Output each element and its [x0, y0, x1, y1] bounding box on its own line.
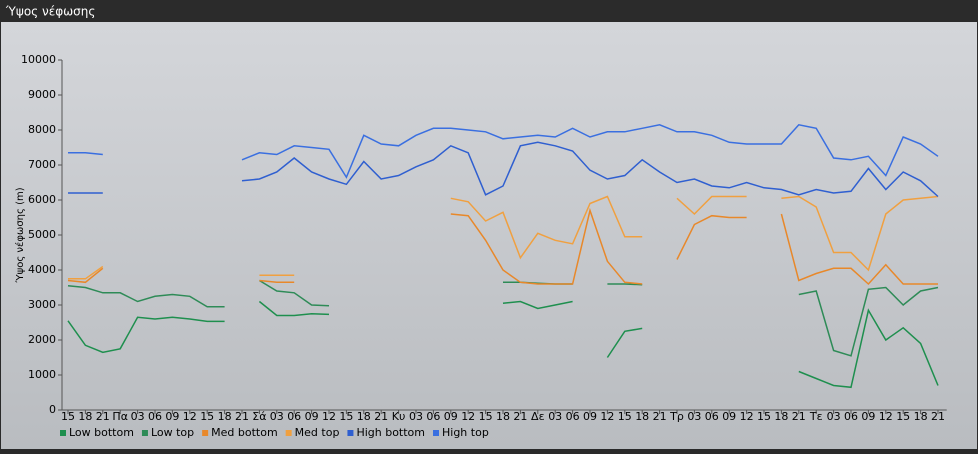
x-tick-label: 15 [61, 410, 75, 423]
x-tick-label: Τε [809, 410, 823, 423]
x-tick-label: 12 [461, 410, 475, 423]
x-tick-label: 21 [653, 410, 667, 423]
series-line [68, 141, 939, 198]
y-tick-label: 7000 [28, 158, 56, 171]
x-tick-label: 18 [914, 410, 928, 423]
x-tick-label: 06 [844, 410, 858, 423]
x-tick-label: 03 [409, 410, 423, 423]
x-tick-label: 18 [635, 410, 649, 423]
series-line [68, 195, 939, 280]
legend-swatch [60, 430, 66, 436]
x-tick-label: Κυ [392, 410, 406, 423]
x-tick-label: 06 [705, 410, 719, 423]
y-tick-label: 3000 [28, 298, 56, 311]
x-tick-label: Πα [112, 410, 128, 423]
x-tick-label: Δε [531, 410, 545, 423]
y-tick-label: 4000 [28, 263, 56, 276]
x-tick-label: 18 [357, 410, 371, 423]
legend: Low bottom Low top Med bottom Med top High b… [60, 426, 489, 439]
x-tick-label: 09 [305, 410, 319, 423]
y-tick-label: 9000 [28, 88, 56, 101]
x-tick-label: 09 [722, 410, 736, 423]
x-tick-label: 15 [618, 410, 632, 423]
legend-swatch [141, 430, 148, 436]
series-line [67, 207, 938, 286]
x-tick-label: 03 [548, 410, 562, 423]
legend-label: High bottom [356, 426, 425, 439]
legend-swatch [347, 430, 354, 436]
x-tick-label: 21 [374, 410, 388, 423]
y-tick-label: 6000 [28, 193, 56, 206]
x-tick-label: 21 [931, 410, 945, 423]
legend-label: High top [442, 426, 489, 439]
y-axis-label: Ύψος νέφωσης (m) [14, 187, 26, 283]
legend-swatch [202, 430, 209, 436]
x-tick-label: 06 [287, 410, 301, 423]
legend-label: Med top [295, 426, 340, 439]
legend-label: Low bottom [69, 426, 134, 439]
x-tick-label: 12 [322, 410, 336, 423]
x-tick-label: 18 [774, 410, 788, 423]
x-tick-label: 12 [879, 410, 893, 423]
x-tick-label: 18 [78, 410, 92, 423]
x-tick-label: 18 [496, 410, 510, 423]
x-tick-label: 18 [218, 410, 232, 423]
x-tick-label: 09 [861, 410, 875, 423]
x-tick-label: 03 [827, 410, 841, 423]
title-bar [0, 0, 978, 22]
x-tick-label: 03 [131, 410, 145, 423]
y-tick-label: 2000 [28, 333, 56, 346]
x-tick-label: 21 [96, 410, 110, 423]
x-tick-label: 09 [165, 410, 179, 423]
y-tick-label: 0 [49, 403, 56, 416]
x-tick-label: 15 [896, 410, 910, 423]
legend-swatch [285, 430, 292, 436]
x-tick-label: 21 [235, 410, 249, 423]
chart-title: Ύψος νέφωσης [5, 5, 95, 19]
x-tick-label: 15 [339, 410, 353, 423]
x-tick-label: 06 [148, 410, 162, 423]
x-tick-label: 09 [583, 410, 597, 423]
x-tick-label: 12 [183, 410, 197, 423]
y-tick-label: 8000 [28, 123, 56, 136]
x-tick-label: 06 [566, 410, 580, 423]
x-tick-label: 12 [740, 410, 754, 423]
x-tick-label: 09 [444, 410, 458, 423]
legend-swatch [433, 430, 439, 436]
x-tick-label: 03 [270, 410, 284, 423]
y-tick-label: 5000 [28, 228, 56, 241]
x-tick-label: 21 [792, 410, 806, 423]
x-tick-label: 15 [200, 410, 214, 423]
x-tick-label: 03 [687, 410, 701, 423]
y-tick-label: 10000 [21, 53, 56, 66]
x-tick-label: Τρ [669, 410, 684, 423]
legend-label: Med bottom [211, 426, 278, 439]
y-tick-label: 1000 [28, 368, 56, 381]
x-tick-label: Σά [252, 410, 266, 423]
legend-label: Low top [151, 426, 194, 439]
series-line [67, 300, 939, 389]
x-tick-label: 21 [513, 410, 527, 423]
x-tick-label: 12 [600, 410, 614, 423]
x-tick-label: 06 [426, 410, 440, 423]
x-tick-label: 15 [757, 410, 771, 423]
series-line [68, 123, 939, 179]
x-tick-label: 15 [479, 410, 493, 423]
